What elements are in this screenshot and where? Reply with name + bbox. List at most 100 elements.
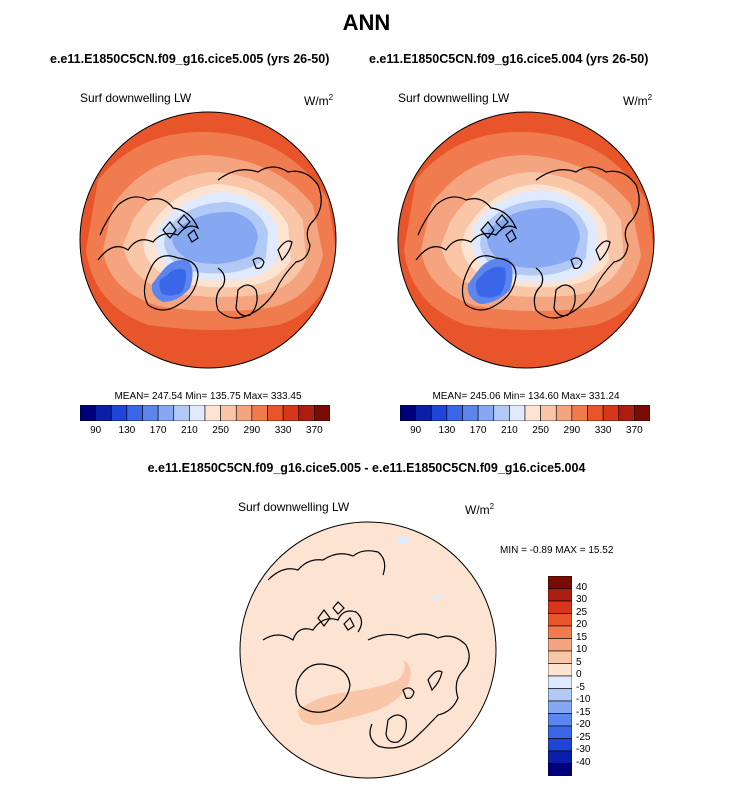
coast-d-novaya-zemlya: [427, 670, 443, 692]
panel-a-units: W/m2: [304, 93, 334, 108]
panel-diff-units: W/m2: [465, 502, 495, 517]
colorbar-swatch: [126, 405, 143, 421]
colorbar-tick-label: 290: [243, 425, 261, 436]
coast-a-archipelago: [162, 214, 199, 243]
colorbar-tick-label: 330: [274, 425, 292, 436]
colorbar-tick-label: 370: [306, 425, 323, 436]
colorbar-tick-label: 15: [576, 631, 588, 643]
colorbar-swatch: [571, 405, 588, 421]
colorbar-swatch: [95, 405, 112, 421]
colorbar-swatch: [634, 405, 650, 421]
coast-d-scandinavia: [385, 714, 407, 743]
colorbar-swatch: [173, 405, 190, 421]
colorbar-swatch: [618, 405, 635, 421]
map-a-field-150: [159, 268, 186, 296]
panel-a-map: [79, 111, 337, 369]
colorbar-tick-label: 25: [576, 606, 588, 618]
colorbar-tick-label: 40: [576, 581, 588, 593]
map-b-field-150: [475, 266, 506, 298]
panel-b-stats: MEAN= 245.06 Min= 134.60 Max= 331.24: [432, 391, 620, 402]
colorbar-swatch: [462, 405, 479, 421]
map-diff-field-neg: [398, 536, 410, 545]
colorbar-swatch: [548, 588, 572, 602]
colorbar-swatch: [142, 405, 159, 421]
run-a-title: e.e11.E1850C5CN.f09_g16.cice5.005 (yrs 2…: [50, 52, 330, 66]
colorbar-swatch: [220, 405, 237, 421]
colorbar-swatch: [587, 405, 604, 421]
colorbar-swatch: [251, 405, 268, 421]
map-diff-field-0-5: [240, 522, 496, 778]
panel-b-colorbar: [400, 405, 650, 421]
colorbar-tick-label: 330: [594, 425, 612, 436]
coast-d-eurasia: [367, 633, 470, 749]
map-diff-field-neg-small: [434, 594, 441, 601]
coast-a-svalbard: [252, 257, 265, 269]
colorbar-tick-label: 250: [212, 425, 229, 436]
map-a-border: [79, 111, 337, 369]
colorbar-swatch: [524, 405, 541, 421]
colorbar-tick-label: 210: [181, 425, 198, 436]
colorbar-swatch: [314, 405, 330, 421]
coast-b-scandinavia: [553, 284, 576, 317]
run-b-title: e.e11.E1850C5CN.f09_g16.cice5.004 (yrs 2…: [369, 52, 649, 66]
map-a-coastlines: [97, 166, 322, 319]
panel-diff-variable-label: Surf downwelling LW: [238, 500, 350, 514]
colorbar-swatch: [540, 405, 557, 421]
panel-b-map: [397, 111, 655, 369]
colorbar-tick-label: 20: [576, 619, 588, 630]
colorbar-tick-label: 0: [576, 669, 582, 680]
coast-d-archipelago: [317, 601, 355, 631]
panel-b-variable-label: Surf downwelling LW: [398, 91, 510, 105]
map-b-field-190: [487, 207, 580, 268]
panel-b-units: W/m2: [623, 93, 653, 108]
colorbar-tick-label: 130: [438, 425, 456, 436]
colorbar-tick-label: 90: [90, 425, 102, 436]
colorbar-swatch: [204, 405, 221, 421]
coast-a-scandinavia: [235, 284, 258, 317]
colorbar-swatch: [548, 738, 572, 752]
colorbar-swatch: [80, 405, 96, 421]
colorbar-tick-label: 170: [469, 425, 487, 436]
coast-a-north-america: [97, 196, 200, 261]
colorbar-swatch: [446, 405, 463, 421]
colorbar-swatch: [548, 713, 572, 727]
coast-a-novaya-zemlya: [277, 240, 293, 262]
colorbar-tick-label: -5: [576, 681, 585, 693]
colorbar-swatch: [548, 750, 572, 764]
colorbar-tick-label: 250: [532, 425, 549, 436]
panel-diff-stats: MIN = -0.89 MAX = 15.52: [500, 545, 614, 556]
figure-title: ANN: [342, 10, 391, 35]
colorbar-swatch: [110, 405, 128, 421]
colorbar-swatch: [400, 405, 416, 421]
map-diff-field-5-10: [298, 660, 411, 725]
colorbar-swatch: [548, 600, 572, 614]
colorbar-swatch: [548, 700, 572, 714]
colorbar-tick-label: 290: [563, 425, 581, 436]
colorbar-swatch: [493, 405, 510, 421]
colorbar-tick-label: -30: [576, 744, 591, 755]
colorbar-swatch: [548, 675, 572, 689]
colorbar-swatch: [298, 405, 315, 421]
colorbar-swatch: [602, 405, 620, 421]
coast-b-greenland: [461, 255, 517, 311]
coast-a-eurasia: [215, 166, 322, 319]
panel-diff-map: [239, 521, 497, 779]
colorbar-swatch: [430, 405, 448, 421]
colorbar-tick-label: -25: [576, 731, 591, 743]
colorbar-tick-label: 10: [576, 644, 588, 655]
colorbar-swatch: [548, 650, 572, 664]
coast-a-greenland: [143, 255, 199, 311]
panel-diff-colorbar: [548, 576, 572, 776]
colorbar-tick-label: -20: [576, 719, 591, 730]
colorbar-swatch: [235, 405, 253, 421]
panel-a-variable-label: Surf downwelling LW: [80, 91, 192, 105]
colorbar-tick-label: 370: [626, 425, 643, 436]
colorbar-tick-label: 5: [576, 656, 582, 668]
coast-b-novaya-zemlya: [595, 240, 611, 262]
colorbar-swatch: [157, 405, 175, 421]
coast-b-archipelago: [480, 214, 517, 243]
map-diff-coastlines: [262, 550, 470, 749]
colorbar-swatch: [555, 405, 573, 421]
colorbar-tick-label: 210: [501, 425, 518, 436]
colorbar-swatch: [282, 405, 300, 421]
